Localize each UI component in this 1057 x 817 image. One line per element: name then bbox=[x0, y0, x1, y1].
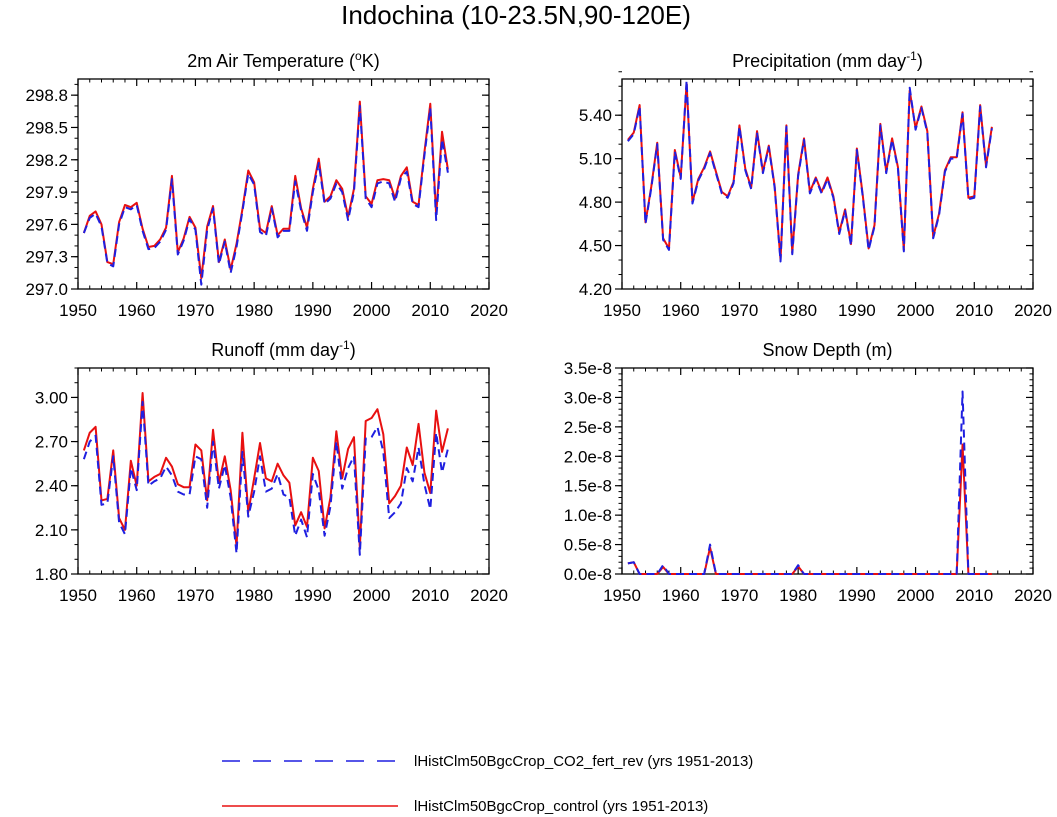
y-tick-label: 297.3 bbox=[25, 248, 68, 267]
series-line-rev-precipitation bbox=[627, 79, 993, 263]
x-tick-label: 2010 bbox=[411, 301, 449, 320]
x-tick-label: 2020 bbox=[1014, 586, 1052, 605]
x-tick-label: 1960 bbox=[662, 301, 700, 320]
legend-label-control: lHistClm50BgcCrop_control (yrs 1951-2013… bbox=[414, 798, 708, 815]
panel-title: Runoff (mm day-1) bbox=[211, 338, 355, 360]
y-tick-label: 2.70 bbox=[35, 433, 68, 452]
y-tick-label: 297.0 bbox=[25, 280, 68, 299]
y-tick-label: 4.50 bbox=[579, 237, 612, 256]
x-tick-label: 1970 bbox=[177, 586, 215, 605]
y-tick-label: 2.0e-8 bbox=[564, 447, 612, 466]
x-tick-label: 1990 bbox=[294, 586, 332, 605]
y-tick-label: 2.10 bbox=[35, 521, 68, 540]
x-tick-label: 1980 bbox=[779, 586, 817, 605]
x-tick-label: 1960 bbox=[662, 586, 700, 605]
x-tick-label: 1980 bbox=[235, 301, 273, 320]
x-tick-label: 2020 bbox=[1014, 301, 1052, 320]
panel-snow-depth: Snow Depth (m) 1950 1960 1970 1980 1990 2000 20… bbox=[564, 340, 1052, 605]
y-tick-label: 298.2 bbox=[25, 151, 68, 170]
series-line-control-snow-depth bbox=[627, 443, 992, 575]
plot-frame bbox=[77, 367, 490, 575]
y-tick-label: 3.5e-8 bbox=[564, 359, 612, 378]
x-tick-label: 1980 bbox=[779, 301, 817, 320]
x-tick-label: 1950 bbox=[59, 586, 97, 605]
y-tick-label: 0.5e-8 bbox=[564, 536, 612, 555]
x-tick-label: 1990 bbox=[294, 301, 332, 320]
x-tick-label: 1990 bbox=[838, 586, 876, 605]
y-tick-label: 297.6 bbox=[25, 215, 68, 234]
y-tick-label: 298.8 bbox=[25, 86, 68, 105]
y-tick-label: 1.80 bbox=[35, 565, 68, 584]
series-line-control-precipitation bbox=[627, 82, 993, 262]
series-line-control-air-temperature bbox=[82, 100, 449, 280]
panel-air-temperature: 2m Air Temperature (oK) 1950 1960 1970 1980 1… bbox=[25, 49, 507, 320]
panel-title: Snow Depth (m) bbox=[762, 340, 892, 360]
x-tick-label: 2000 bbox=[353, 586, 391, 605]
y-tick-label: 3.00 bbox=[35, 388, 68, 407]
plot-frame bbox=[621, 367, 1034, 575]
x-tick-label: 1950 bbox=[603, 586, 641, 605]
y-tick-label: 4.20 bbox=[579, 280, 612, 299]
panel-runoff: Runoff (mm day-1) 1950 1960 1970 1980 1990 200… bbox=[35, 338, 508, 605]
x-tick-label: 1960 bbox=[118, 301, 156, 320]
x-tick-label: 2000 bbox=[897, 301, 935, 320]
y-tick-label: 297.9 bbox=[25, 183, 68, 202]
x-tick-label: 2000 bbox=[897, 586, 935, 605]
legend-label-rev: lHistClm50BgcCrop_CO2_fert_rev (yrs 1951… bbox=[414, 753, 753, 770]
y-tick-label: 3.0e-8 bbox=[564, 388, 612, 407]
panel-title: Precipitation (mm day-1) bbox=[732, 49, 923, 71]
y-tick-label: 2.5e-8 bbox=[564, 418, 612, 437]
y-tick-label: 5.10 bbox=[579, 150, 612, 169]
x-tick-label: 2010 bbox=[411, 586, 449, 605]
series-line-rev-air-temperature bbox=[82, 104, 449, 286]
x-tick-label: 1980 bbox=[235, 586, 273, 605]
x-tick-label: 1950 bbox=[603, 301, 641, 320]
panel-precipitation: Precipitation (mm day-1) 1950 1960 1970 1980… bbox=[579, 49, 1052, 320]
plot-frame bbox=[77, 78, 490, 290]
plot-frame bbox=[621, 78, 1034, 290]
y-tick-label: 298.5 bbox=[25, 118, 68, 137]
x-tick-label: 2000 bbox=[353, 301, 391, 320]
x-tick-label: 2020 bbox=[470, 586, 508, 605]
x-tick-label: 1990 bbox=[838, 301, 876, 320]
x-tick-label: 1950 bbox=[59, 301, 97, 320]
series-line-rev-snow-depth bbox=[627, 390, 992, 575]
y-tick-label: 1.5e-8 bbox=[564, 477, 612, 496]
panel-title: 2m Air Temperature (oK) bbox=[187, 49, 379, 71]
x-tick-label: 1970 bbox=[177, 301, 215, 320]
y-tick-label: 2.40 bbox=[35, 477, 68, 496]
series-line-control-runoff bbox=[82, 392, 449, 549]
x-tick-label: 1960 bbox=[118, 586, 156, 605]
series-line-rev-runoff bbox=[82, 400, 449, 556]
x-tick-label: 1970 bbox=[721, 301, 759, 320]
y-tick-label: 5.40 bbox=[579, 106, 612, 125]
y-tick-label: 0.0e-8 bbox=[564, 565, 612, 584]
y-tick-label: 4.80 bbox=[579, 193, 612, 212]
x-tick-label: 1970 bbox=[721, 586, 759, 605]
y-tick-label: 1.0e-8 bbox=[564, 506, 612, 525]
legend: lHistClm50BgcCrop_CO2_fert_rev (yrs 1951… bbox=[222, 753, 753, 815]
x-tick-label: 2020 bbox=[470, 301, 508, 320]
x-tick-label: 2010 bbox=[955, 586, 993, 605]
x-tick-label: 2010 bbox=[955, 301, 993, 320]
figure-title: Indochina (10-23.5N,90-120E) bbox=[341, 0, 691, 30]
